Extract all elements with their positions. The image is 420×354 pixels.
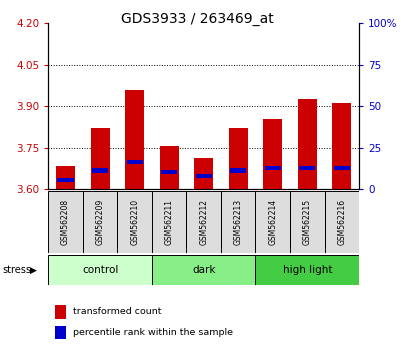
- Bar: [196, 174, 212, 178]
- Text: high light: high light: [283, 265, 332, 275]
- Bar: [230, 168, 246, 173]
- Bar: [152, 191, 186, 253]
- Text: GSM562215: GSM562215: [303, 199, 312, 245]
- Bar: [263, 119, 282, 189]
- Bar: [186, 191, 221, 253]
- Bar: [194, 158, 213, 189]
- Bar: [160, 147, 178, 189]
- Text: stress: stress: [2, 265, 31, 275]
- Bar: [334, 166, 350, 170]
- Bar: [83, 191, 117, 253]
- Bar: [325, 191, 359, 253]
- Text: GDS3933 / 263469_at: GDS3933 / 263469_at: [121, 12, 274, 27]
- Bar: [298, 99, 317, 189]
- Bar: [299, 166, 315, 170]
- Text: GSM562216: GSM562216: [337, 199, 346, 245]
- Text: GSM562214: GSM562214: [268, 199, 277, 245]
- Text: ▶: ▶: [30, 266, 37, 274]
- Text: GSM562212: GSM562212: [199, 199, 208, 245]
- Text: GSM562211: GSM562211: [165, 199, 173, 245]
- Bar: [332, 103, 351, 189]
- Bar: [255, 191, 290, 253]
- Bar: [152, 255, 255, 285]
- Text: GSM562209: GSM562209: [96, 199, 105, 245]
- Text: control: control: [82, 265, 118, 275]
- Text: transformed count: transformed count: [73, 307, 161, 316]
- Text: GSM562213: GSM562213: [234, 199, 243, 245]
- Bar: [229, 129, 248, 189]
- Bar: [48, 191, 83, 253]
- Bar: [125, 90, 144, 189]
- Text: GSM562210: GSM562210: [130, 199, 139, 245]
- Text: dark: dark: [192, 265, 215, 275]
- Bar: [92, 168, 108, 173]
- Bar: [161, 170, 177, 174]
- Bar: [117, 191, 152, 253]
- Bar: [58, 178, 74, 182]
- Bar: [126, 160, 143, 165]
- Bar: [56, 166, 75, 189]
- Bar: [48, 255, 152, 285]
- Bar: [255, 255, 359, 285]
- Text: percentile rank within the sample: percentile rank within the sample: [73, 328, 233, 337]
- Bar: [91, 129, 110, 189]
- Bar: [221, 191, 255, 253]
- Bar: [265, 166, 281, 170]
- Text: GSM562208: GSM562208: [61, 199, 70, 245]
- Bar: [290, 191, 325, 253]
